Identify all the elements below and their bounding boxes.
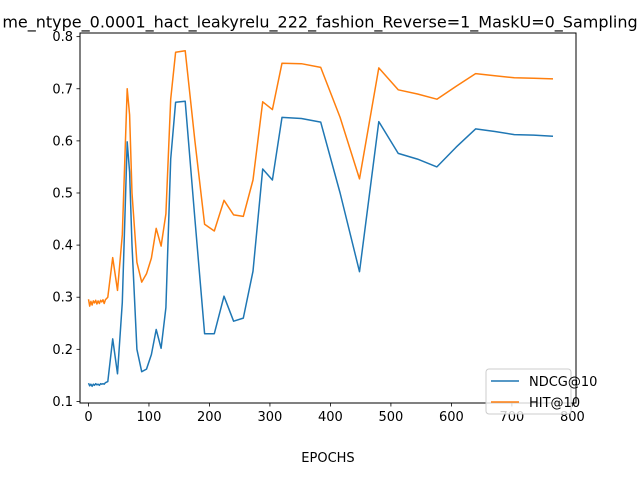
y-tick-label: 0.3: [52, 291, 73, 306]
x-tick-label: 400: [318, 410, 343, 425]
x-tick-label: 600: [439, 410, 464, 425]
y-tick-label: 0.6: [52, 134, 73, 149]
y-tick-label: 0.8: [52, 30, 73, 45]
series-line-ndcg-10: [87, 100, 554, 388]
y-tick-label: 0.2: [52, 343, 73, 358]
x-tick-label: 0: [84, 410, 92, 425]
x-tick-label: 500: [378, 410, 403, 425]
x-axis-label: EPOCHS: [301, 451, 354, 466]
y-tick-label: 0.7: [52, 82, 73, 97]
x-axis: 0 100 200 300 400 500 600 700 800: [84, 403, 585, 425]
x-tick-label: 200: [197, 410, 222, 425]
y-axis: 0.1 0.2 0.3 0.4 0.5 0.6 0.7 0.8: [52, 30, 80, 410]
y-tick-label: 0.1: [52, 395, 73, 410]
legend-label: NDCG@10: [529, 375, 597, 390]
series-line-hit-10: [87, 49, 554, 307]
chart-title: me_ntype_0.0001_hact_leakyrelu_222_fashi…: [2, 12, 638, 32]
plot-lines: [87, 49, 554, 388]
legend: NDCG@10 HIT@10: [485, 368, 597, 415]
y-tick-label: 0.4: [52, 239, 73, 254]
legend-label: HIT@10: [529, 396, 580, 411]
x-tick-label: 100: [137, 410, 162, 425]
y-tick-label: 0.5: [52, 186, 73, 201]
plot-frame: [79, 32, 577, 404]
x-tick-label: 300: [258, 410, 283, 425]
